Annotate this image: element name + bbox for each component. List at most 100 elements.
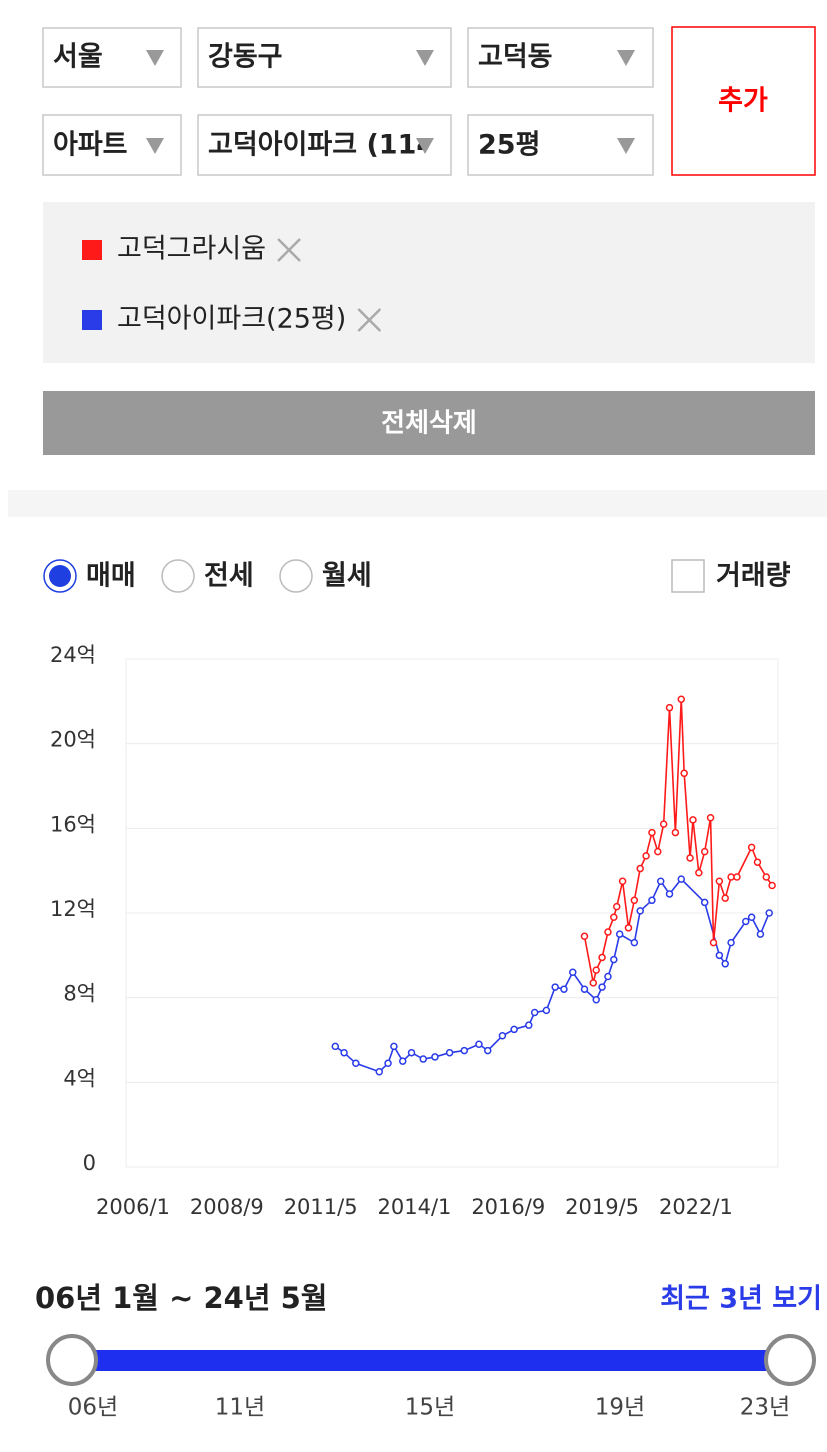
legend-swatch bbox=[82, 310, 102, 330]
data-point bbox=[604, 972, 612, 981]
data-point bbox=[733, 873, 741, 881]
select-text: 서울 bbox=[53, 42, 103, 73]
data-point bbox=[768, 881, 776, 890]
slider-label: 19년 bbox=[595, 1395, 645, 1421]
data-point bbox=[677, 695, 685, 703]
chart: 0 4억 8억 12억 16억 20억 24억 2006/1 2008/9 2011/5 2014/… bbox=[50, 643, 779, 1219]
dong-select[interactable]: 고덕동 bbox=[467, 27, 654, 88]
data-point bbox=[398, 1057, 407, 1065]
data-point bbox=[525, 1021, 533, 1029]
button-box[interactable] bbox=[671, 26, 816, 176]
data-point bbox=[642, 852, 650, 860]
button-text: 추가 bbox=[718, 86, 768, 117]
y-tick-label: 0 bbox=[83, 1151, 96, 1175]
data-point bbox=[560, 985, 568, 993]
remove-icon[interactable] bbox=[277, 238, 301, 262]
slider-label: 23년 bbox=[740, 1395, 790, 1421]
data-point bbox=[630, 896, 639, 905]
city-select[interactable]: 서울 bbox=[42, 27, 182, 88]
data-point bbox=[419, 1055, 427, 1063]
data-point bbox=[613, 902, 621, 911]
data-point bbox=[715, 951, 724, 960]
y-tick-label: 4억 bbox=[63, 1066, 96, 1090]
data-point bbox=[352, 1059, 360, 1068]
button-box[interactable] bbox=[43, 391, 815, 455]
data-point bbox=[498, 1032, 507, 1040]
data-point bbox=[407, 1048, 416, 1057]
data-point bbox=[654, 847, 662, 856]
checkbox[interactable] bbox=[671, 559, 705, 593]
data-point bbox=[700, 847, 709, 856]
data-point bbox=[580, 932, 589, 941]
y-tick-label: 20억 bbox=[50, 728, 96, 752]
data-point bbox=[475, 1040, 483, 1048]
size-select[interactable]: 25평 bbox=[467, 114, 654, 176]
data-point bbox=[756, 930, 765, 938]
complex-select[interactable]: 고덕아이파크 (114 bbox=[197, 114, 452, 176]
radio[interactable] bbox=[279, 559, 313, 593]
select-box[interactable] bbox=[197, 27, 452, 88]
radio[interactable] bbox=[161, 559, 195, 593]
data-point bbox=[689, 816, 697, 824]
type-select[interactable]: 아파트 bbox=[42, 114, 182, 176]
x-tick-label: 2006/1 bbox=[96, 1195, 170, 1219]
data-point bbox=[484, 1046, 492, 1055]
trade-type-radios: 매매 전세 월세 bbox=[43, 559, 372, 593]
button-text: 전체삭제 bbox=[381, 409, 477, 439]
data-point bbox=[765, 909, 773, 917]
x-tick-label: 2008/9 bbox=[190, 1195, 264, 1219]
data-point bbox=[630, 938, 639, 947]
slider-labels: 06년 11년 15년 19년 23년 bbox=[68, 1395, 790, 1421]
y-tick-label: 8억 bbox=[63, 982, 96, 1006]
y-tick-label: 24억 bbox=[50, 643, 96, 667]
data-point bbox=[510, 1025, 518, 1034]
data-point bbox=[569, 968, 577, 977]
arrow bbox=[146, 50, 164, 66]
data-point bbox=[665, 890, 674, 898]
x-tick-label: 2016/9 bbox=[471, 1195, 545, 1219]
slider-handle-end[interactable] bbox=[764, 1334, 816, 1386]
legend-label: 고덕그라시움 bbox=[117, 234, 266, 265]
arrow bbox=[416, 50, 434, 66]
data-point bbox=[686, 854, 694, 862]
data-point bbox=[659, 820, 668, 828]
recent-button[interactable]: 최근 3년 보기 bbox=[660, 1284, 822, 1315]
data-point bbox=[589, 979, 598, 987]
volume-checkbox[interactable]: 거래량 bbox=[671, 559, 791, 593]
radio-dot bbox=[49, 565, 71, 587]
data-point bbox=[592, 966, 600, 974]
data-point bbox=[721, 960, 729, 968]
data-point bbox=[648, 828, 656, 837]
data-point bbox=[431, 1053, 439, 1061]
data-point bbox=[592, 996, 600, 1004]
clear-all-button[interactable]: 전체삭제 bbox=[43, 391, 815, 455]
select-text: 아파트 bbox=[53, 130, 128, 161]
data-point bbox=[384, 1059, 392, 1068]
data-point bbox=[695, 869, 703, 877]
slider-handle-start[interactable] bbox=[46, 1334, 98, 1386]
district-select[interactable]: 강동구 bbox=[197, 27, 452, 88]
data-point bbox=[530, 1008, 539, 1017]
data-point bbox=[598, 953, 606, 962]
radio-label: 월세 bbox=[322, 561, 372, 592]
data-point bbox=[610, 955, 618, 964]
data-point bbox=[700, 898, 709, 907]
add-button[interactable]: 추가 bbox=[671, 26, 816, 176]
x-tick-label: 2019/5 bbox=[565, 1195, 639, 1219]
data-point bbox=[460, 1046, 469, 1055]
data-point bbox=[706, 814, 715, 822]
remove-icon[interactable] bbox=[357, 308, 382, 332]
checkbox-label: 거래량 bbox=[716, 561, 791, 592]
select-box[interactable] bbox=[197, 114, 452, 176]
data-point bbox=[742, 917, 750, 926]
data-point bbox=[636, 864, 644, 873]
data-point bbox=[727, 873, 735, 881]
data-point bbox=[665, 703, 674, 712]
series-line bbox=[334, 877, 770, 1073]
data-point bbox=[747, 913, 756, 921]
data-point bbox=[610, 913, 618, 921]
select-text: 강동구 bbox=[208, 42, 283, 73]
slider-label: 15년 bbox=[405, 1395, 455, 1421]
